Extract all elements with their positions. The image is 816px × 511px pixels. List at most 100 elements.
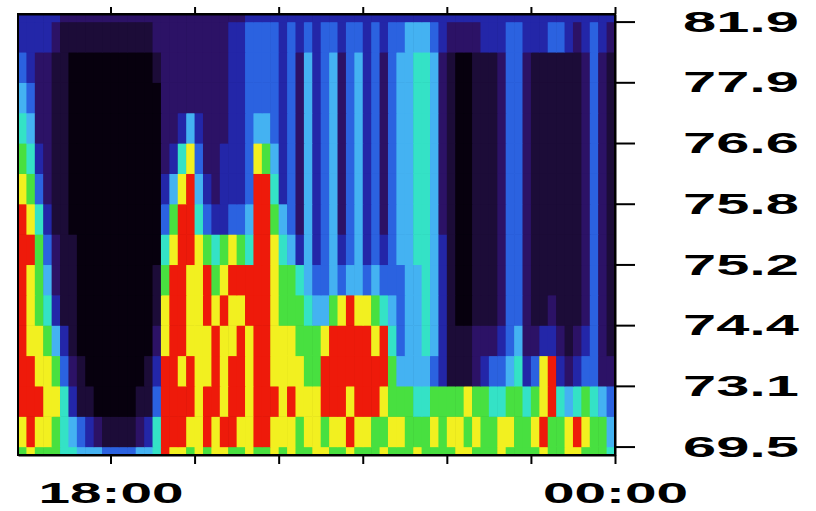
heat-cell [144,52,153,83]
heat-cell [52,386,61,417]
heat-cell [136,416,145,447]
heat-cell [77,143,86,174]
heat-cell [539,295,548,326]
heat-cell [279,113,288,144]
heat-cell [405,234,414,265]
heat-cell [102,82,111,113]
heat-cell [380,356,389,387]
heat-cell [380,82,389,113]
heat-cell [195,264,204,295]
y-tick-label: 73.1 [683,369,799,402]
heat-cell [321,22,330,53]
x-tick-label: 18:00 [38,476,183,509]
heat-cell [607,447,615,455]
heat-cell [447,52,456,83]
heat-cell [169,113,178,144]
heat-cell [35,143,44,174]
heat-cell [548,447,557,455]
heat-cell [304,325,313,356]
heat-cell [346,234,355,265]
heat-cell [523,234,532,265]
heat-cell [18,416,27,447]
heat-cell [77,22,86,53]
heat-cell [346,416,355,447]
heat-cell [472,204,481,235]
heat-cell [203,447,212,455]
heat-cell [430,143,439,174]
heat-cell [94,204,103,235]
heat-cell [253,295,262,326]
heat-cell [581,447,590,455]
heat-cell [279,264,288,295]
heat-cell [329,113,338,144]
heat-cell [287,52,296,83]
heat-cell [178,447,187,455]
heat-cell [220,386,229,417]
heat-cell [430,325,439,356]
heat-cell [245,295,254,326]
heat-cell [539,204,548,235]
heat-cell [253,173,262,204]
heat-cell [295,204,304,235]
heat-cell [548,416,557,447]
tick-mark [362,7,364,14]
heat-cell [178,173,187,204]
heat-cell [455,113,464,144]
heat-cell [607,113,615,144]
heat-cell [110,82,119,113]
heat-cell [573,234,582,265]
heat-cell [102,325,111,356]
heat-cell [581,386,590,417]
heat-cell [228,264,237,295]
heat-cell [60,234,69,265]
heat-cell [279,325,288,356]
heat-cell [380,416,389,447]
heat-cell [60,325,69,356]
heat-cell [472,143,481,174]
heat-cell [523,22,532,53]
heat-cell [127,22,136,53]
heat-cell [228,22,237,53]
heat-cell [195,325,204,356]
y-tick-label: 74.4 [683,308,800,341]
heat-cell [136,113,145,144]
heat-cell [438,173,447,204]
heat-cell [607,52,615,83]
heat-cell [211,356,220,387]
heat-cell [363,22,372,53]
heat-cell [203,356,212,387]
heat-cell [295,447,304,455]
heat-cell [438,356,447,387]
heat-cell [136,204,145,235]
heat-cell [127,143,136,174]
heat-cell [237,204,246,235]
heat-cell [531,22,540,53]
heat-cell [422,204,431,235]
tick-mark [110,7,112,14]
heat-cell [523,52,532,83]
heat-cell [590,234,599,265]
heat-cell [228,173,237,204]
heat-cell [153,143,162,174]
heat-cell [447,22,456,53]
heat-cell [581,52,590,83]
heat-cell [480,416,489,447]
heat-cell [556,52,565,83]
heat-cell [26,416,35,447]
heat-cell [405,113,414,144]
heat-cell [438,52,447,83]
heat-cell [211,143,220,174]
heat-cell [472,113,481,144]
heat-cell [438,204,447,235]
heat-cell [430,113,439,144]
heat-cell [396,204,405,235]
heat-cell [295,52,304,83]
heat-cell [523,264,532,295]
tick-mark [615,203,635,205]
heat-cell [94,173,103,204]
heat-cell [26,386,35,417]
heat-cell [363,325,372,356]
heat-cell [262,204,271,235]
heat-cell [144,264,153,295]
heat-cell [186,325,195,356]
